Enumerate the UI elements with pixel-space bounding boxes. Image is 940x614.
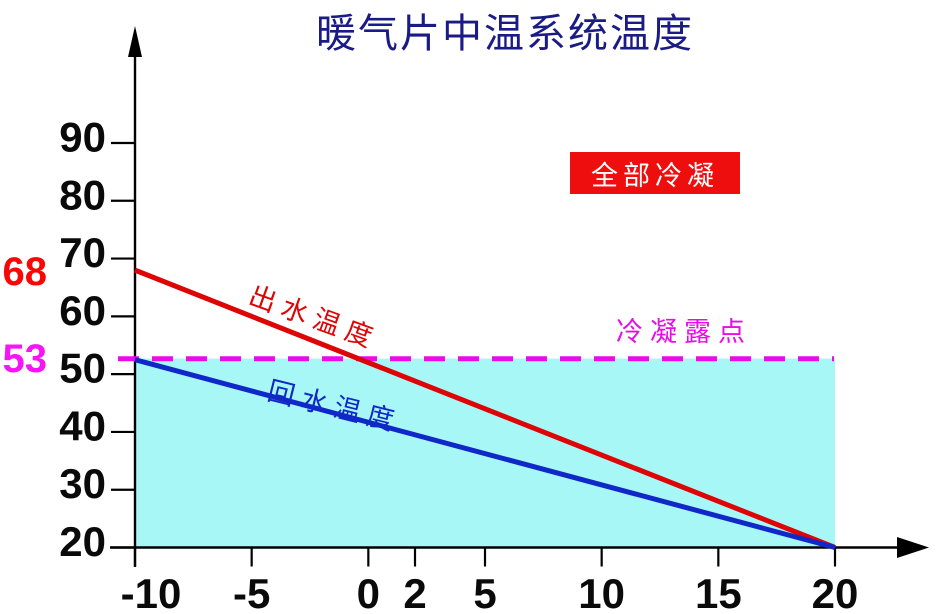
y-tick-label: 50 (59, 345, 106, 392)
chart-title: 暖气片中温系统温度 (316, 11, 694, 56)
series-line-1 (134, 267, 836, 550)
x-tick-label: 5 (473, 570, 496, 614)
y-tick-label: 40 (59, 402, 106, 449)
x-tick-label: 2 (403, 570, 426, 614)
y-axis-arrow-icon (128, 26, 142, 57)
series-label-1: 出水温度 (245, 280, 383, 355)
dew-point-label: 冷凝露点 (616, 317, 752, 347)
x-tick-label: 0 (357, 570, 380, 614)
x-tick-label: 10 (578, 570, 625, 614)
condensation-badge-label: 全部冷凝 (591, 160, 719, 191)
x-tick-label: 15 (695, 570, 742, 614)
x-tick-label: 20 (812, 570, 859, 614)
y-tick-label: 90 (59, 114, 106, 161)
y-tick-label: 60 (59, 287, 106, 334)
y-tick-label: 80 (59, 171, 106, 218)
y-tick-label: 30 (59, 460, 106, 507)
axis-annotation-68: 68 (3, 250, 48, 294)
condensation-badge: 全部冷凝 (570, 152, 740, 194)
y-tick-label: 70 (59, 229, 106, 276)
series-line-2 (134, 357, 836, 550)
x-axis-arrow-icon (897, 537, 929, 558)
x-tick-label: -10 (121, 570, 182, 614)
axis-annotation-53: 53 (3, 337, 48, 381)
y-tick-label: 20 (59, 518, 106, 565)
x-tick-label: -5 (233, 570, 270, 614)
